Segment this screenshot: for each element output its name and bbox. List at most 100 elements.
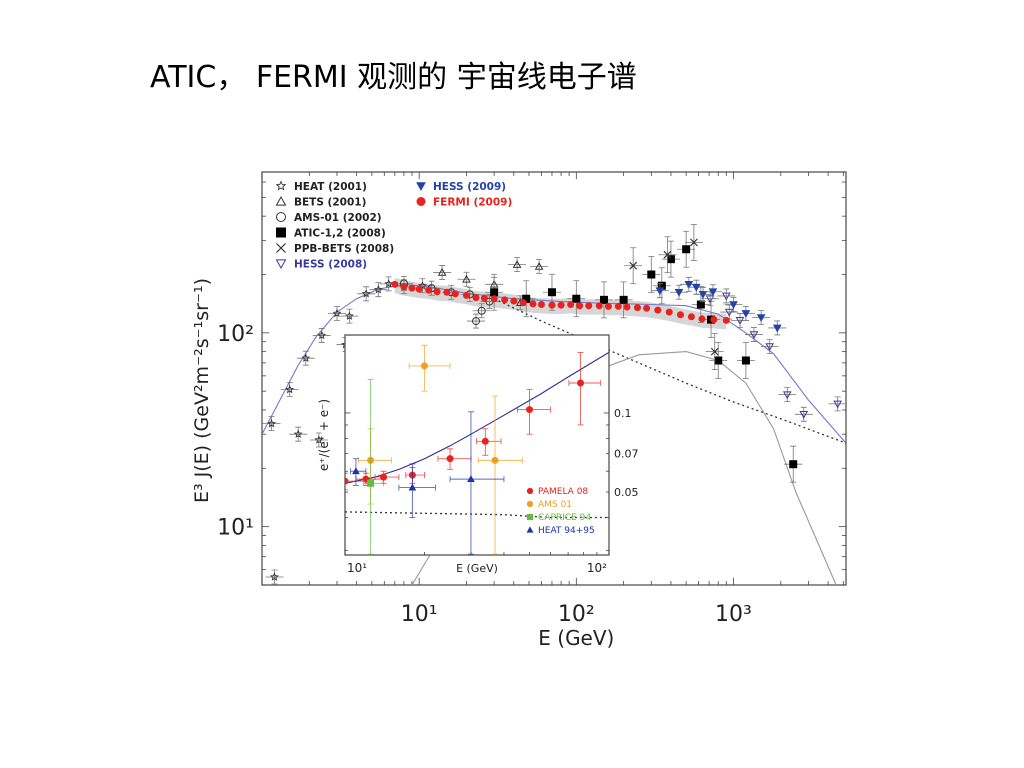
error-bar — [369, 282, 388, 298]
x-tick-label: 10² — [558, 602, 595, 627]
data-point — [332, 308, 342, 318]
inset-data-point — [481, 437, 489, 445]
data-point — [749, 331, 759, 340]
legend-label: HESS (2008) — [294, 259, 367, 271]
inset-chart: 10¹ 10² E (GeV) 0.1 0.07 0.05 e⁺/(e⁺ + e⁻) PAME… — [317, 334, 639, 575]
data-point — [722, 316, 730, 324]
y-tick-label: 10¹ — [217, 516, 254, 541]
main-legend: HEAT (2001) BETS (2001) AMS-01 (2002) ATIC-… — [275, 180, 512, 271]
x-axis-label: E (GeV) — [538, 626, 614, 650]
data-point — [619, 295, 628, 304]
inset-data-point — [446, 455, 454, 463]
inset-error-bar — [449, 411, 505, 555]
data-point — [585, 302, 593, 310]
data-point — [691, 283, 701, 292]
legend-marker — [276, 227, 286, 238]
data-point — [480, 294, 488, 302]
data-point — [472, 294, 480, 302]
data-point — [623, 303, 631, 311]
y-axis-label: E³ J(E) (GeV²m⁻²s⁻¹sr⁻¹) — [191, 278, 213, 503]
legend-label: HEAT (2001) — [294, 181, 367, 193]
error-bar — [422, 280, 441, 296]
inset-legend-marker — [526, 500, 534, 508]
data-point — [684, 281, 694, 289]
error-bar — [262, 416, 281, 432]
data-point — [512, 260, 522, 268]
error-bar — [413, 278, 432, 294]
inset-legend-label: HEAT 94+95 — [538, 526, 595, 536]
data-point — [462, 291, 470, 299]
series-hess-2009- — [650, 276, 787, 336]
data-point — [799, 410, 809, 419]
inset-series-pamela-08 — [345, 351, 602, 491]
legend-label: FERMI (2009) — [433, 197, 512, 209]
error-bar — [760, 339, 779, 354]
error-bar — [433, 265, 452, 280]
error-bar — [265, 569, 284, 585]
data-point — [721, 292, 731, 301]
inset-y-tick-label: 0.05 — [614, 486, 639, 499]
data-point — [595, 302, 603, 310]
data-point — [604, 302, 612, 310]
inset-plot-area — [345, 344, 609, 555]
data-point — [614, 302, 622, 310]
data-point — [451, 290, 459, 298]
data-point — [477, 306, 486, 315]
error-bar — [340, 308, 359, 324]
inset-y-tick-label: 0.1 — [614, 407, 632, 420]
inset-legend: PAMELA 08 AMS 01 CAPRICE 94 HEAT 94+95 — [526, 487, 595, 536]
data-point — [547, 288, 556, 297]
series-fermi-2009- — [391, 280, 730, 324]
data-point — [714, 356, 723, 365]
inset-x-tick-label: 10¹ — [347, 561, 367, 575]
data-point — [384, 279, 394, 288]
data-point — [708, 288, 718, 297]
data-point — [345, 311, 354, 320]
inset-legend-marker — [526, 513, 534, 521]
data-point — [698, 315, 706, 323]
main-plot-area — [262, 223, 846, 585]
legend-marker — [275, 180, 287, 191]
error-bar — [717, 288, 736, 304]
error-bar — [289, 426, 308, 442]
data-point — [373, 285, 383, 294]
error-bar — [457, 271, 476, 287]
data-point — [301, 353, 311, 362]
data-point — [519, 299, 527, 307]
data-point — [293, 429, 303, 438]
data-point — [682, 245, 691, 254]
data-point — [698, 291, 708, 299]
inset-data-point — [380, 473, 388, 481]
error-bar — [327, 305, 346, 321]
inset-error-bar — [398, 463, 436, 518]
inset-data-point — [491, 456, 499, 464]
data-point — [529, 300, 537, 308]
data-point — [772, 324, 782, 333]
data-point — [756, 314, 766, 323]
error-bar — [357, 286, 376, 302]
data-point — [782, 391, 792, 400]
inset-curve-model-secondary — [345, 511, 609, 519]
data-point — [647, 270, 656, 279]
data-point — [472, 317, 481, 326]
error-bar — [480, 294, 499, 309]
data-point — [285, 384, 295, 394]
x-tick-label: 10³ — [715, 602, 752, 627]
inset-error-bar — [345, 472, 367, 491]
data-point — [437, 267, 447, 276]
data-point — [741, 310, 751, 318]
inset-legend-label: PAMELA 08 — [538, 487, 588, 497]
data-point — [735, 317, 745, 325]
legend-marker — [276, 243, 286, 253]
legend-label: PPB-BETS (2008) — [294, 243, 394, 255]
error-bar — [472, 303, 491, 319]
inset-plot-frame — [344, 334, 610, 556]
inset-x-tick-label: 10² — [587, 561, 607, 575]
data-point — [696, 300, 705, 309]
error-bar — [778, 387, 797, 403]
inset-series-heat-94-95 — [350, 411, 505, 555]
data-point — [655, 287, 665, 296]
inset-error-bar — [477, 395, 523, 555]
data-point — [689, 238, 698, 247]
inset-curve-model-positron-fraction — [345, 351, 609, 484]
